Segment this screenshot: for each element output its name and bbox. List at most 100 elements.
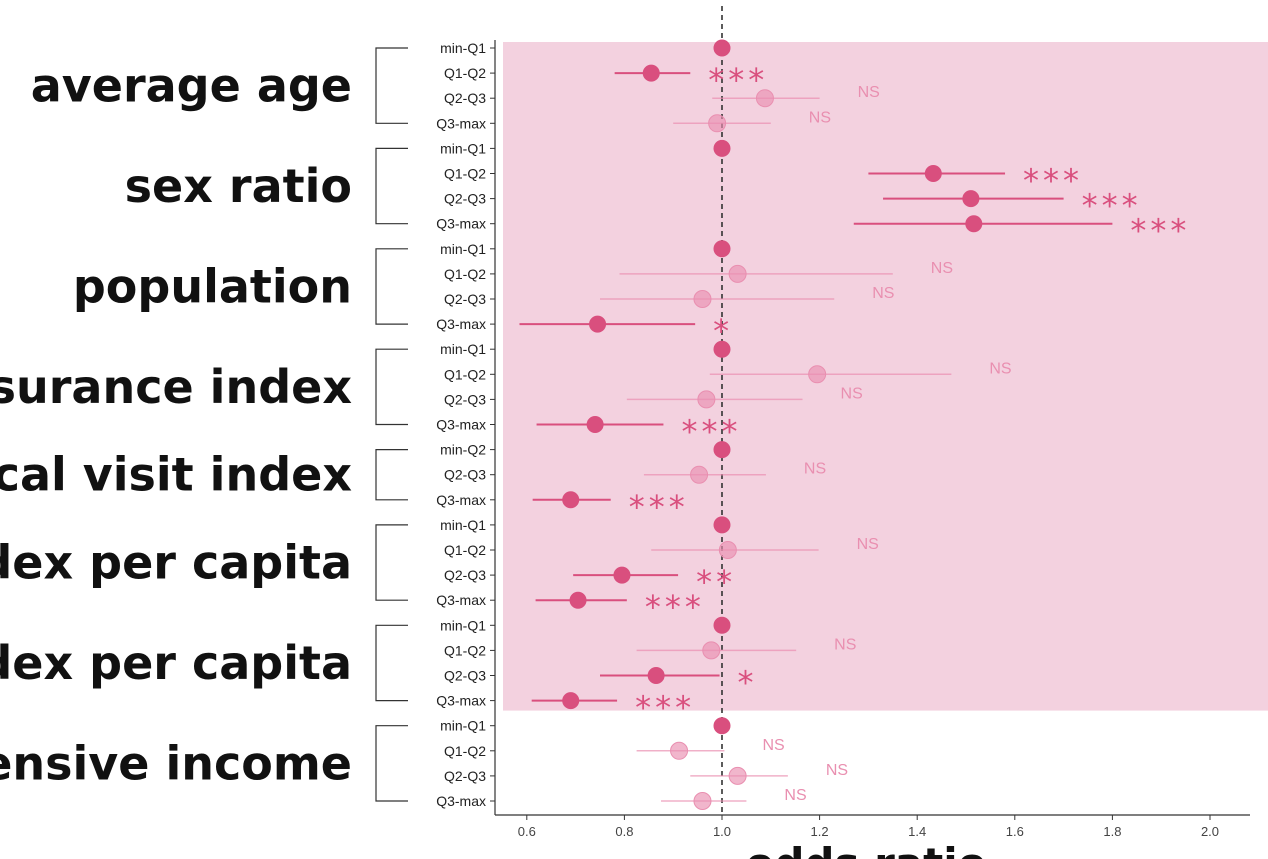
category-label: Q2-Q3 (444, 90, 486, 106)
odds-ratio-point (713, 516, 731, 534)
category-label: Q2-Q3 (444, 768, 486, 784)
odds-ratio-point (728, 264, 747, 283)
significance-label: NS (872, 285, 894, 302)
group-bracket (375, 725, 408, 802)
highlight-band (503, 42, 1268, 711)
group-label: ensive income (0, 736, 352, 790)
significance-label: NS (834, 636, 856, 653)
significance-label: NS (841, 385, 863, 402)
x-axis-title: odds ratio (746, 839, 987, 859)
category-label: Q2-Q3 (444, 391, 486, 407)
significance-label: NS (784, 787, 806, 804)
category-label: Q2-Q3 (444, 291, 486, 307)
odds-ratio-point (808, 365, 827, 384)
category-label: min-Q1 (440, 718, 486, 734)
odds-ratio-point (690, 465, 709, 484)
group-label: surance index (0, 360, 352, 414)
odds-ratio-point (589, 315, 607, 333)
odds-ratio-point (586, 416, 604, 433)
significance-label: NS (857, 536, 879, 553)
odds-ratio-point (708, 114, 727, 133)
category-label: Q3-max (436, 592, 486, 608)
category-label: Q1-Q2 (444, 366, 486, 382)
category-label: min-Q1 (440, 617, 486, 633)
group-label: dex per capita (0, 636, 352, 690)
category-label: Q1-Q2 (444, 166, 486, 182)
odds-ratio-point (670, 741, 689, 760)
odds-ratio-point (713, 340, 731, 358)
odds-ratio-point (755, 89, 774, 108)
x-tick-label: 1.0 (713, 824, 731, 839)
odds-ratio-point (965, 215, 983, 233)
odds-ratio-point (713, 139, 731, 157)
odds-ratio-point (713, 441, 731, 459)
x-tick-label: 1.8 (1103, 824, 1121, 839)
category-label: Q1-Q2 (444, 542, 486, 558)
x-tick-label: 0.8 (615, 824, 633, 839)
significance-label: *** (629, 488, 689, 526)
category-label: Q3-max (436, 417, 486, 433)
odds-ratio-point (713, 616, 731, 634)
category-label: Q3-max (436, 793, 486, 809)
significance-label: NS (858, 84, 880, 101)
significance-label: NS (804, 461, 826, 478)
odds-ratio-point (562, 692, 580, 710)
odds-ratio-point (702, 641, 721, 660)
significance-label: NS (931, 260, 953, 277)
category-label: Q2-Q3 (444, 467, 486, 483)
significance-label: * (713, 312, 733, 350)
group-bracket (375, 449, 408, 501)
category-label: min-Q1 (440, 341, 486, 357)
category-label: Q3-max (436, 693, 486, 709)
x-tick-label: 0.6 (518, 824, 536, 839)
category-label: Q2-Q3 (444, 567, 486, 583)
significance-label: NS (809, 109, 831, 126)
odds-ratio-point (642, 64, 660, 82)
category-label: Q1-Q2 (444, 65, 486, 81)
odds-ratio-point (562, 491, 580, 509)
significance-label: *** (645, 588, 705, 626)
group-bracket (375, 524, 408, 601)
odds-ratio-point (693, 290, 712, 308)
odds-ratio-point (713, 240, 731, 258)
significance-label: * (738, 664, 758, 702)
category-label: Q1-Q2 (444, 266, 486, 282)
odds-ratio-point (647, 667, 665, 684)
category-label: Q3-max (436, 115, 486, 131)
category-label: Q2-Q3 (444, 191, 486, 207)
odds-ratio-point (713, 717, 731, 735)
category-label: Q3-max (436, 492, 486, 508)
x-tick-label: 1.4 (908, 824, 926, 839)
odds-ratio-point (728, 766, 747, 785)
odds-ratio-point (697, 390, 716, 409)
significance-label: ** (696, 563, 736, 601)
x-tick-label: 2.0 (1201, 824, 1219, 839)
odds-ratio-point (962, 190, 980, 208)
category-label: Q1-Q2 (444, 642, 486, 658)
group-label: dex per capita (0, 536, 352, 590)
significance-label: NS (826, 762, 848, 779)
category-label: Q3-max (436, 316, 486, 332)
group-bracket (375, 348, 408, 426)
group-label: sex ratio (125, 159, 352, 213)
group-label: average age (31, 59, 352, 113)
significance-label: *** (635, 689, 695, 727)
significance-label: NS (762, 737, 784, 754)
odds-ratio-point (924, 165, 942, 182)
odds-ratio-point (713, 39, 731, 57)
category-label: Q2-Q3 (444, 668, 486, 684)
significance-label: *** (1082, 187, 1142, 225)
significance-label: *** (1130, 212, 1190, 250)
category-label: min-Q1 (440, 241, 486, 257)
significance-label: *** (1023, 162, 1083, 200)
x-tick-label: 1.6 (1006, 824, 1024, 839)
odds-ratio-point (718, 541, 737, 559)
significance-label: NS (989, 360, 1011, 377)
category-label: min-Q1 (440, 140, 486, 156)
category-label: min-Q2 (440, 442, 486, 458)
odds-ratio-point (569, 591, 587, 609)
significance-label: *** (708, 61, 768, 99)
group-bracket (375, 624, 408, 702)
group-label: population (73, 259, 352, 313)
